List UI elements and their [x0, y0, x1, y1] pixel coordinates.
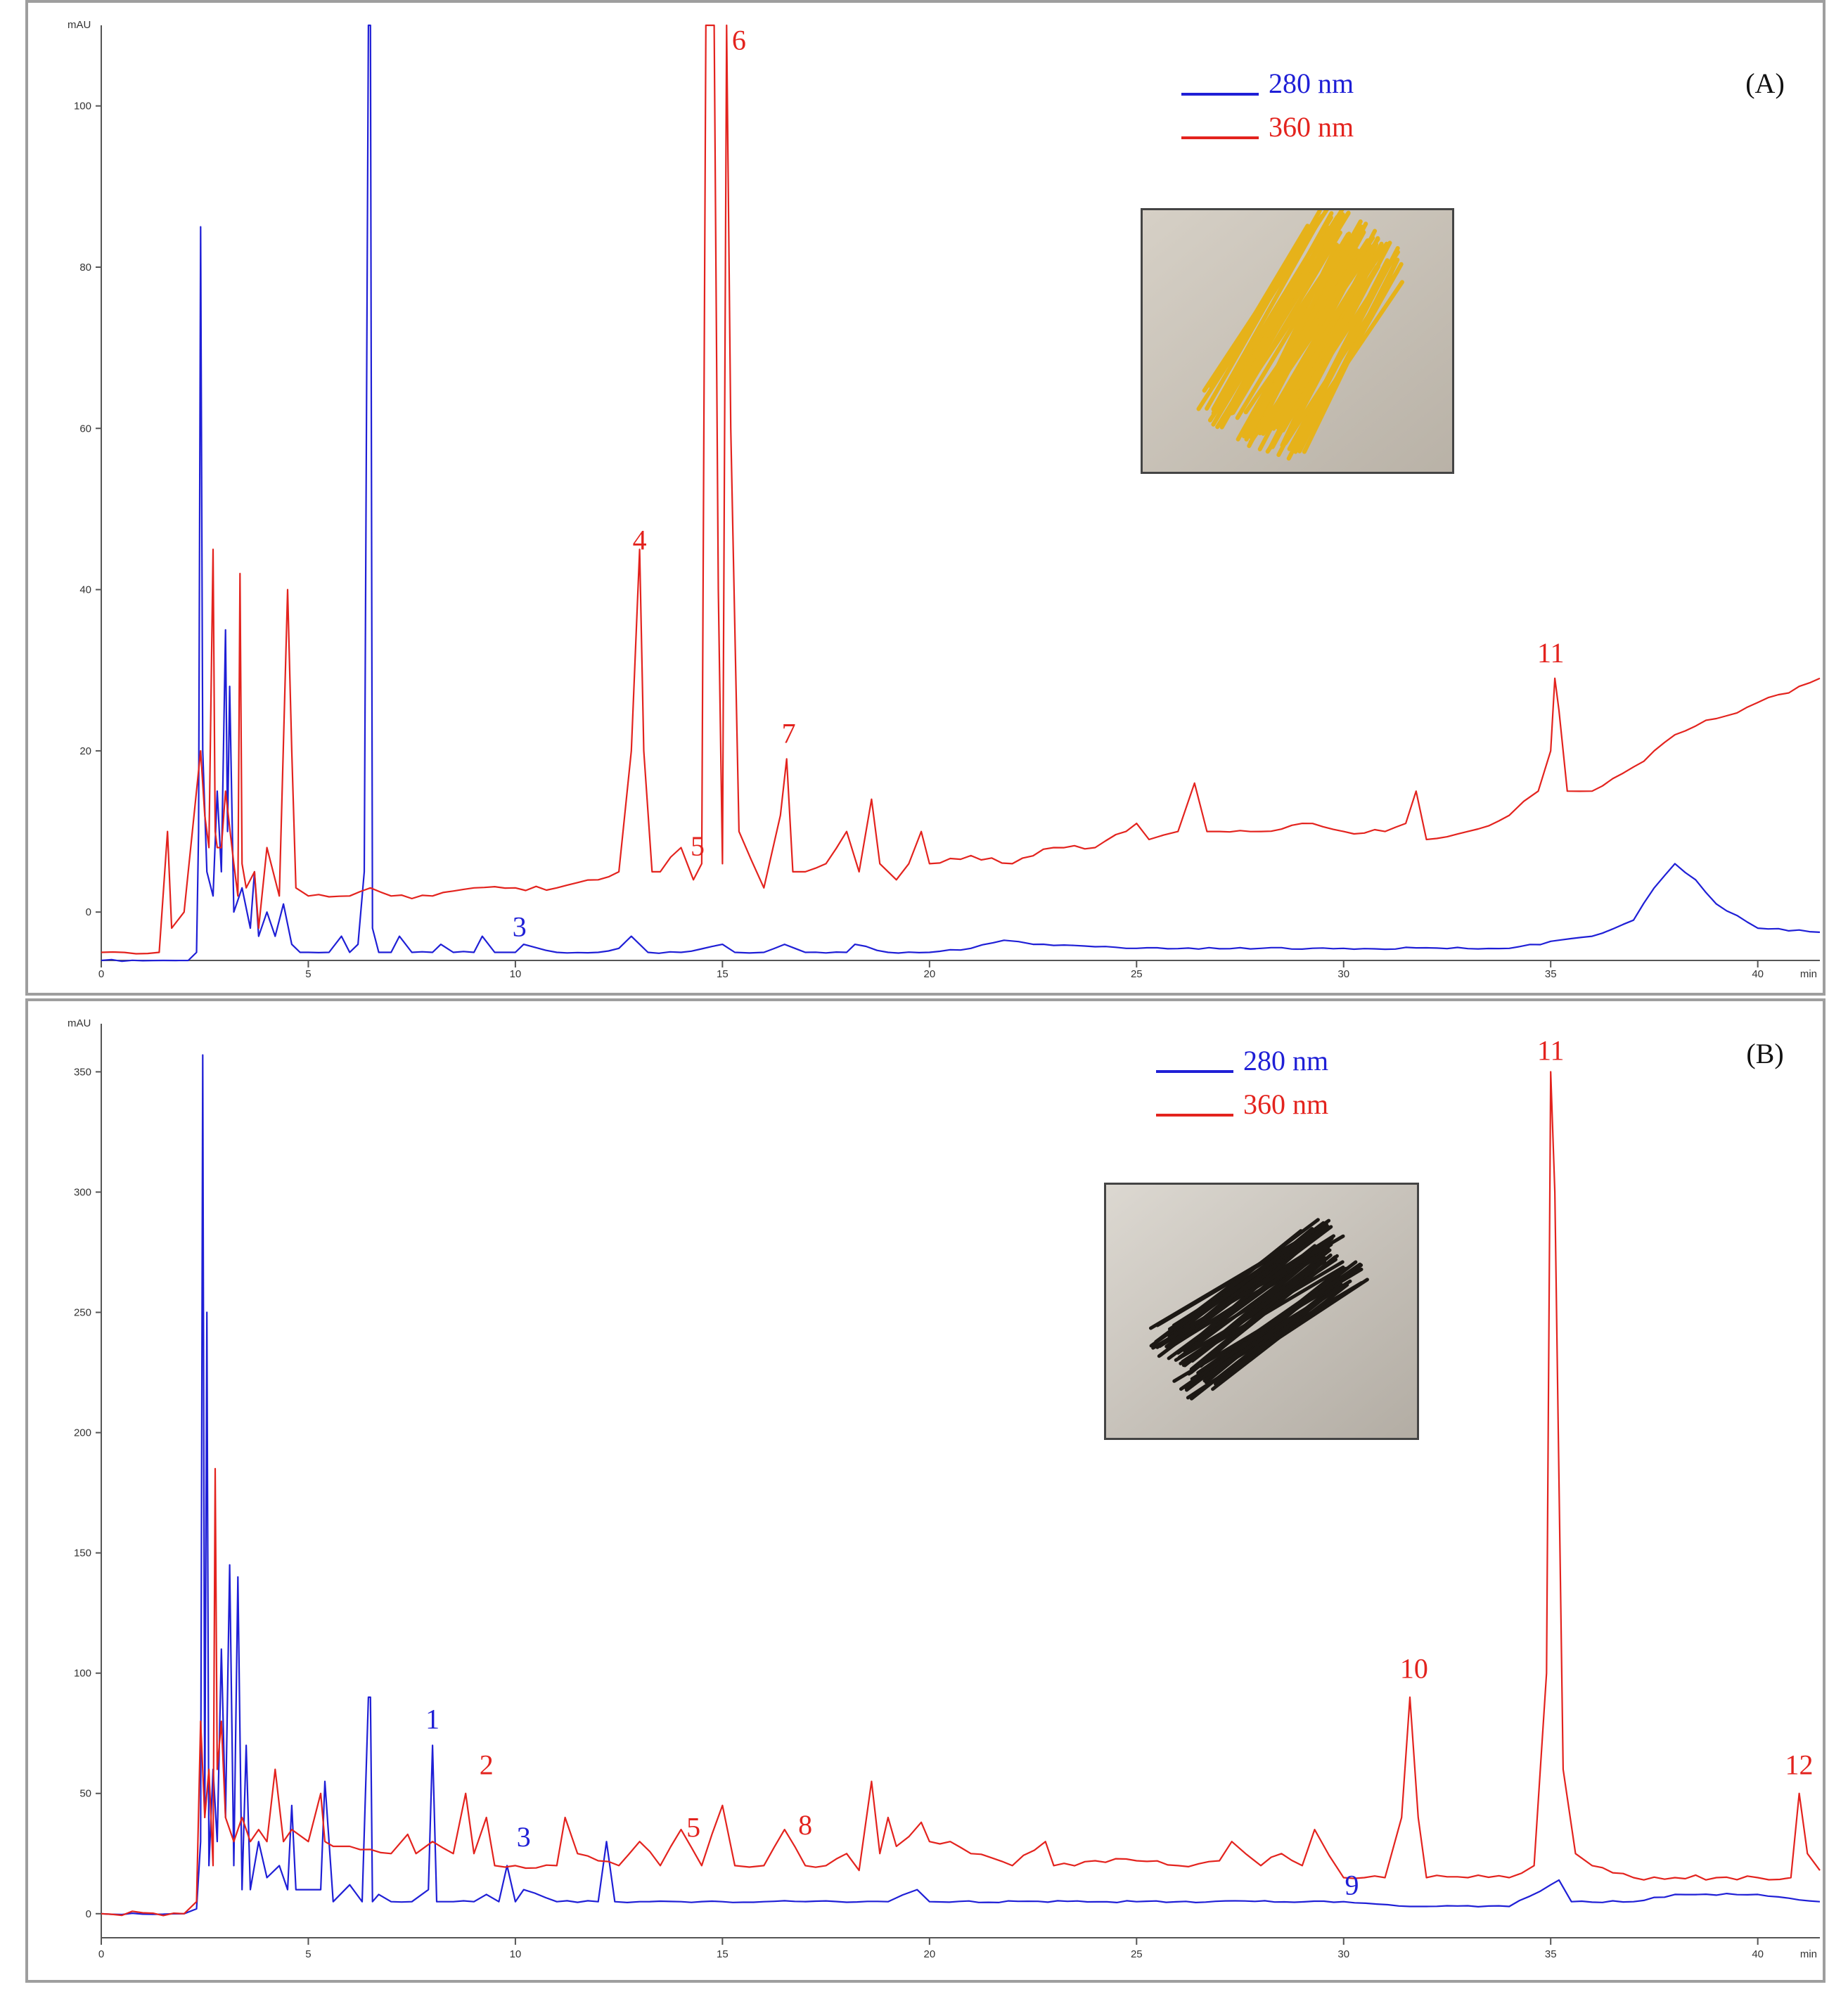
y-tick-label: 350 [74, 1066, 91, 1078]
x-tick-label: 10 [510, 968, 522, 980]
y-axis-label: mAU [68, 1017, 91, 1029]
pasta-strand [1250, 238, 1348, 423]
peak-label: 6 [732, 24, 746, 56]
x-tick-label: 5 [305, 968, 311, 980]
series-line-360nm [101, 24, 1821, 955]
x-tick-label: 30 [1337, 1948, 1349, 1960]
x-tick-label: 20 [923, 1948, 935, 1960]
peak-label: 3 [517, 1821, 531, 1853]
x-tick-label: 15 [717, 1948, 729, 1960]
pasta-strand [1211, 215, 1333, 412]
y-axis-label: mAU [68, 19, 91, 31]
peak-label: 8 [798, 1809, 812, 1841]
y-tick-label: 80 [79, 262, 91, 274]
pasta-strand [1179, 1262, 1362, 1391]
x-tick-label: 20 [923, 968, 935, 980]
pasta-strand [1155, 1221, 1326, 1349]
pasta-strand [1257, 229, 1378, 451]
series-line-280nm [101, 24, 1821, 963]
peak-label: 3 [513, 911, 527, 943]
y-tick-label: 40 [79, 584, 91, 596]
y-tick-label: 100 [74, 1668, 91, 1680]
y-tick-label: 100 [74, 101, 91, 112]
peak-label: 10 [1400, 1653, 1428, 1685]
pasta-strand [1209, 224, 1310, 390]
peak-label: 12 [1785, 1749, 1814, 1780]
peak-label: 11 [1537, 1034, 1565, 1066]
legend-label: 360 nm [1269, 111, 1354, 143]
y-tick-label: 150 [74, 1548, 91, 1559]
panel-label: (A) [1745, 67, 1785, 99]
pasta-strand [1191, 1256, 1327, 1363]
series-line-360nm [101, 1071, 1821, 1917]
pasta-strand [1205, 210, 1322, 411]
peak-label: 5 [686, 1811, 700, 1843]
pasta-strand [1231, 230, 1342, 416]
legend-label: 280 nm [1269, 67, 1354, 99]
x-tick-label: 30 [1337, 968, 1349, 980]
x-axis-unit: min [1800, 968, 1817, 980]
peak-label: 1 [425, 1703, 439, 1735]
legend-label: 360 nm [1243, 1088, 1328, 1120]
pasta-photo-black [1104, 1183, 1419, 1440]
x-tick-label: 5 [305, 1948, 311, 1960]
pasta-strand [1185, 1242, 1309, 1349]
y-tick-label: 200 [74, 1427, 91, 1439]
pasta-strand [1292, 258, 1390, 446]
x-tick-label: 35 [1545, 968, 1557, 980]
pasta-strand [1290, 260, 1375, 432]
peak-label: 11 [1537, 637, 1565, 669]
black-pasta-illustration [1106, 1185, 1417, 1438]
pasta-photo-yellow [1141, 208, 1454, 474]
pasta-strand [1215, 211, 1351, 430]
peak-label: 7 [782, 717, 796, 749]
pasta-strand [1186, 1278, 1369, 1400]
x-tick-label: 25 [1131, 968, 1143, 980]
x-tick-label: 15 [717, 968, 729, 980]
y-tick-label: 20 [79, 745, 91, 757]
series-line-280nm [101, 1054, 1821, 1916]
y-tick-label: 250 [74, 1307, 91, 1319]
x-tick-label: 40 [1752, 1948, 1764, 1960]
peak-label: 4 [633, 524, 647, 555]
chromatogram-a: mAU 0 20 40 60 80 100 0 5 10 15 20 25 30 35 40 min 4 6 5 7 11… [68, 19, 1821, 980]
pasta-strand [1211, 210, 1345, 427]
x-tick-label: 35 [1545, 1948, 1557, 1960]
panel-b: mAU 0 50 100 150 200 250 300 350 0 5 10 15 20 25 30 35 40… [25, 998, 1825, 1983]
peak-label: 2 [480, 1749, 494, 1780]
y-tick-label: 0 [86, 1908, 91, 1920]
y-tick-label: 0 [86, 906, 91, 918]
x-tick-label: 0 [98, 1948, 104, 1960]
peak-label: 5 [691, 830, 705, 862]
x-tick-label: 0 [98, 968, 104, 980]
pasta-strand [1235, 232, 1350, 420]
legend-label: 280 nm [1243, 1045, 1328, 1076]
pasta-strand [1189, 1253, 1333, 1371]
pasta-strand [1244, 224, 1363, 442]
y-tick-label: 50 [79, 1788, 91, 1800]
y-tick-label: 60 [79, 423, 91, 435]
y-tick-label: 300 [74, 1186, 91, 1198]
peak-label: 9 [1345, 1869, 1359, 1900]
pasta-strand [1151, 1234, 1345, 1350]
panel-label: (B) [1746, 1038, 1783, 1069]
x-axis-unit: min [1800, 1948, 1817, 1960]
x-tick-label: 25 [1131, 1948, 1143, 1960]
x-tick-label: 10 [510, 1948, 522, 1960]
pasta-strand [1189, 1255, 1337, 1375]
pasta-strand [1196, 1281, 1349, 1382]
yellow-pasta-illustration [1143, 210, 1452, 472]
panel-a: mAU 0 20 40 60 80 100 0 5 10 15 20 25 30 35 40 min 4 6 5 7 11… [25, 0, 1825, 996]
x-tick-label: 40 [1752, 968, 1764, 980]
pasta-strand [1286, 246, 1400, 461]
